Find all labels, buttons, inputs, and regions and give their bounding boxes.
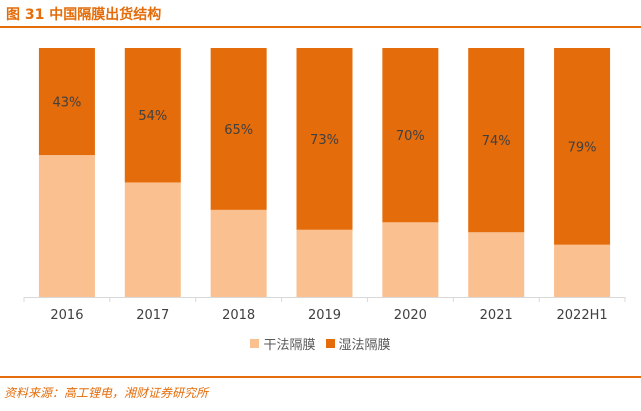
- x-tick-label-2021: 2021: [480, 308, 513, 323]
- source-divider: [0, 376, 641, 378]
- title-divider: [0, 26, 641, 28]
- bar-dry-2020: [382, 222, 439, 297]
- x-tick-label-2017: 2017: [136, 308, 169, 323]
- bar-wet-2022H1: [554, 48, 611, 245]
- legend-swatch-dry: [250, 339, 260, 348]
- legend: 干法隔膜 湿法隔膜: [0, 334, 641, 353]
- stacked-bar-chart: 43% 2016 54% 2017 65% 2018 73% 2019 70% 2020 74% 20…: [23, 48, 626, 323]
- bar-dry-2019: [296, 229, 353, 297]
- data-label-wet-2018: 65%: [224, 123, 253, 138]
- data-label-wet-2019: 73%: [310, 133, 339, 148]
- x-tick-label-2019: 2019: [308, 308, 341, 323]
- bar-wet-2021: [468, 48, 525, 233]
- data-label-wet-2020: 70%: [396, 129, 425, 144]
- legend-item-wet: 湿法隔膜: [325, 334, 391, 353]
- bar-dry-2018: [210, 209, 267, 297]
- bar-wet-2018: [210, 48, 267, 210]
- legend-item-dry: 干法隔膜: [250, 334, 316, 353]
- x-tick-label-2020: 2020: [394, 308, 427, 323]
- bar-dry-2022H1: [554, 244, 611, 297]
- bar-dry-2016: [38, 155, 95, 297]
- x-tick-label-2016: 2016: [50, 308, 83, 323]
- data-label-wet-2016: 43%: [52, 96, 81, 111]
- bar-wet-2016: [38, 48, 95, 156]
- bar-dry-2017: [124, 182, 181, 297]
- bar-dry-2021: [468, 232, 525, 297]
- legend-swatch-wet: [325, 339, 335, 348]
- chart-title: 图 31 中国隔膜出货结构: [6, 7, 162, 23]
- data-label-wet-2021: 74%: [482, 134, 511, 149]
- bar-wet-2017: [124, 48, 181, 183]
- x-tick-label-2018: 2018: [222, 308, 255, 323]
- x-tick-label-2022H1: 2022H1: [557, 308, 608, 323]
- data-label-wet-2022H1: 79%: [568, 140, 597, 155]
- bar-wet-2019: [296, 48, 353, 230]
- legend-label-wet: 湿法隔膜: [338, 338, 391, 353]
- source-note: 资料来源：高工锂电，湘财证券研究所: [4, 386, 209, 400]
- legend-label-dry: 干法隔膜: [263, 338, 316, 353]
- bar-wet-2020: [382, 48, 439, 223]
- data-label-wet-2017: 54%: [138, 109, 167, 124]
